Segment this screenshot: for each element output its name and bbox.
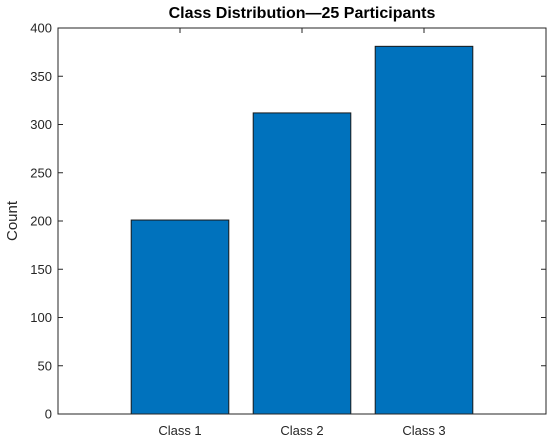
x-tick-label: Class 3 — [402, 423, 445, 438]
chart-title: Class Distribution—25 Participants — [169, 5, 436, 22]
bars — [130, 45, 474, 415]
y-tick-label: 0 — [45, 407, 52, 422]
y-tick-label: 100 — [30, 310, 52, 325]
y-tick-label: 150 — [30, 262, 52, 277]
y-tick-label: 300 — [30, 117, 52, 132]
y-axis: 0 50 100 150 200 250 300 350 400 — [30, 21, 546, 422]
plot-frame — [57, 27, 547, 415]
y-tick-label: 50 — [38, 358, 52, 373]
x-tick-label: Class 2 — [280, 423, 323, 438]
y-axis-label: Count — [4, 200, 21, 241]
bar-class-2 — [252, 112, 352, 415]
bar-class-3 — [374, 45, 474, 415]
y-tick-label: 250 — [30, 165, 52, 180]
x-tick-label: Class 1 — [158, 423, 201, 438]
y-tick-label: 350 — [30, 69, 52, 84]
y-tick-label: 200 — [30, 214, 52, 229]
x-axis: Class 1 Class 2 Class 3 — [158, 28, 446, 438]
bar-class-1 — [130, 219, 230, 415]
y-tick-label: 400 — [30, 21, 52, 36]
